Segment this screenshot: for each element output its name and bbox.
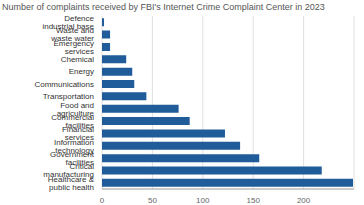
svg-text:200: 200 (297, 196, 311, 205)
svg-text:Chemical: Chemical (61, 55, 95, 64)
svg-text:150: 150 (247, 196, 261, 205)
svg-text:50: 50 (148, 196, 157, 205)
svg-text:100: 100 (196, 196, 210, 205)
svg-text:Energy: Energy (69, 67, 94, 76)
svg-text:0: 0 (100, 196, 105, 205)
svg-text:Emergencyservices: Emergencyservices (54, 39, 94, 56)
svg-text:Healthcare &public health: Healthcare &public health (48, 175, 95, 192)
svg-text:Communications: Communications (34, 80, 94, 89)
